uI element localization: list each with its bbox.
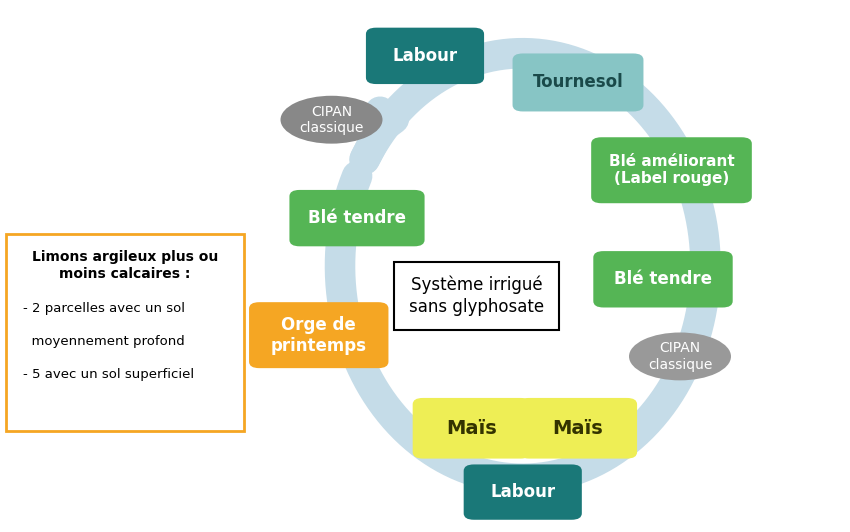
FancyBboxPatch shape	[249, 302, 388, 368]
Text: Orge de
printemps: Orge de printemps	[271, 316, 366, 354]
Text: Blé tendre: Blé tendre	[308, 209, 406, 227]
Text: CIPAN
classique: CIPAN classique	[299, 105, 364, 135]
Text: Tournesol: Tournesol	[533, 73, 623, 92]
FancyBboxPatch shape	[6, 234, 244, 431]
Text: Maïs: Maïs	[446, 419, 497, 438]
FancyBboxPatch shape	[591, 137, 751, 203]
Text: - 2 parcelles avec un sol: - 2 parcelles avec un sol	[23, 302, 185, 315]
Text: Maïs: Maïs	[552, 419, 604, 438]
Text: - 5 avec un sol superficiel: - 5 avec un sol superficiel	[23, 368, 194, 381]
Text: Limons argileux plus ou
moins calcaires :: Limons argileux plus ou moins calcaires …	[31, 250, 218, 281]
FancyBboxPatch shape	[394, 262, 559, 330]
Text: Système irrigué
sans glyphosate: Système irrigué sans glyphosate	[409, 276, 544, 316]
Text: Blé tendre: Blé tendre	[614, 270, 712, 288]
FancyBboxPatch shape	[366, 28, 484, 84]
FancyBboxPatch shape	[413, 398, 530, 459]
FancyBboxPatch shape	[464, 464, 581, 520]
FancyBboxPatch shape	[593, 251, 733, 307]
Text: Blé améliorant
(Label rouge): Blé améliorant (Label rouge)	[609, 154, 734, 186]
FancyBboxPatch shape	[289, 190, 424, 246]
FancyBboxPatch shape	[513, 54, 643, 112]
Text: Labour: Labour	[393, 47, 457, 65]
Text: moyennement profond: moyennement profond	[23, 335, 184, 348]
Ellipse shape	[280, 96, 382, 144]
Text: Labour: Labour	[490, 483, 555, 501]
FancyBboxPatch shape	[518, 398, 638, 459]
Ellipse shape	[629, 332, 731, 380]
Text: CIPAN
classique: CIPAN classique	[648, 342, 712, 371]
